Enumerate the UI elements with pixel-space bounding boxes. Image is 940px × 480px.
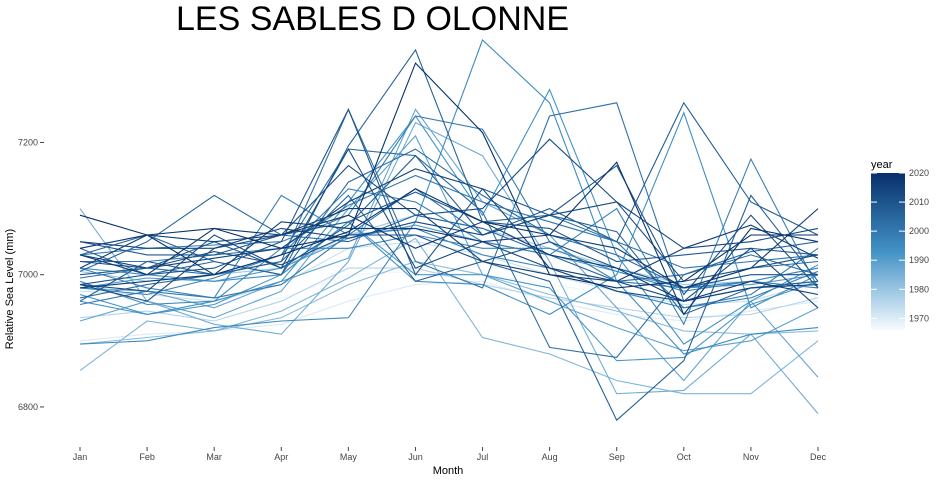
series-line-1992 <box>79 221 819 362</box>
legend-tick-label: 2020 <box>909 168 929 178</box>
legend-tick-label: 1980 <box>909 284 929 294</box>
x-tick-label: Nov <box>743 452 760 462</box>
series-line-1989 <box>79 134 819 352</box>
x-tick-label: Oct <box>677 452 692 462</box>
x-tick-label: May <box>340 452 358 462</box>
y-tick-label: 6800 <box>18 402 38 412</box>
series-line-1982 <box>79 260 819 345</box>
x-axis-label: Month <box>433 465 464 477</box>
legend-tick-label: 2010 <box>909 197 929 207</box>
series-line-2014 <box>79 201 819 249</box>
y-tick-label: 7000 <box>18 270 38 280</box>
series-line-2018 <box>79 214 819 302</box>
series-line-1986 <box>79 121 819 414</box>
x-tick-label: Apr <box>274 452 288 462</box>
x-tick-label: Sep <box>609 452 625 462</box>
x-tick-label: Jun <box>408 452 423 462</box>
series-line-2006 <box>79 48 819 316</box>
legend-tick-label: 1970 <box>909 313 929 323</box>
series-line-2020 <box>79 62 818 289</box>
y-axis: 6800 7000 7200 <box>18 137 44 412</box>
x-tick-label: Jan <box>73 452 88 462</box>
x-tick-label: Dec <box>810 452 827 462</box>
series-line-2005 <box>79 194 819 282</box>
legend-tick-label: 1990 <box>909 255 929 265</box>
series-line-2010 <box>79 108 819 296</box>
y-axis-label: Relative Sea Level (mm) <box>4 229 16 349</box>
series-line-2019 <box>79 161 819 316</box>
series-line-2007 <box>79 194 819 422</box>
series-line-2008 <box>79 101 819 276</box>
series-line-1995 <box>79 39 819 355</box>
legend-title: year <box>871 159 893 171</box>
series-line-1988 <box>79 108 819 382</box>
x-tick-label: Aug <box>542 452 558 462</box>
series-line-2015 <box>79 168 819 302</box>
legend-tick-label: 2000 <box>909 226 929 236</box>
x-tick-label: Mar <box>206 452 222 462</box>
x-tick-label: Jul <box>477 452 489 462</box>
series-line-2001 <box>80 174 819 269</box>
series-line-2011 <box>79 234 818 289</box>
chart-title: LES SABLES D OLONNE <box>176 0 570 38</box>
series-lines <box>79 39 819 422</box>
x-axis: Jan Feb Mar Apr May Jun Jul Aug Sep Oct Nov Dec <box>73 447 827 462</box>
series-line-1976 <box>79 267 819 322</box>
legend-colorbar <box>871 173 905 330</box>
series-line-2013 <box>79 147 819 309</box>
legend-ticks: 1970 1980 1990 2000 2010 2020 <box>871 168 929 323</box>
y-tick-label: 7200 <box>18 137 38 147</box>
series-line-2012 <box>79 138 819 302</box>
x-tick-label: Feb <box>139 452 155 462</box>
color-legend: year 1970 1980 1990 2000 2010 2020 <box>871 159 929 330</box>
series-line-1993 <box>79 88 819 345</box>
